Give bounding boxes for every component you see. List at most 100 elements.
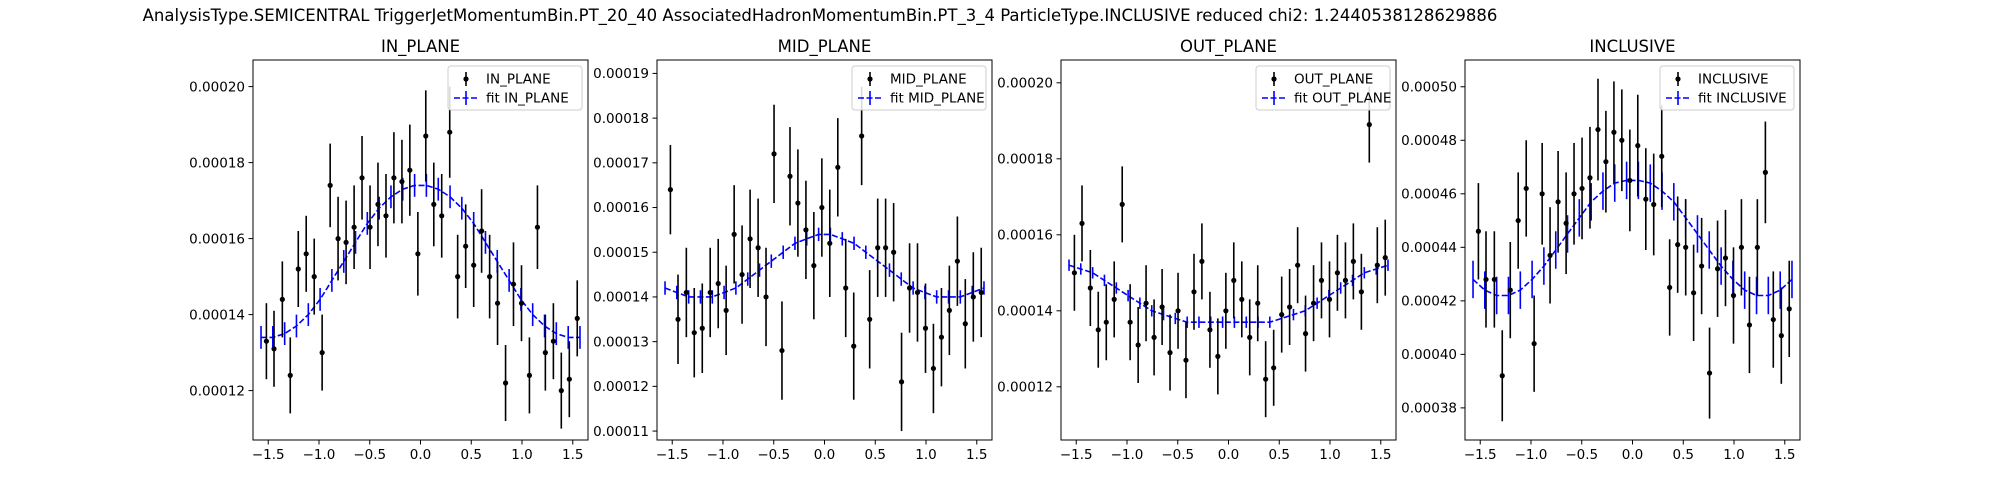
y-tick-label: 0.00018 [593,111,649,127]
data-point [1382,255,1388,261]
data-point [1699,263,1705,269]
data-point [415,251,421,257]
data-point [279,296,285,302]
data-point [1175,308,1181,314]
data-point [1103,319,1109,325]
y-tick-label: 0.00016 [593,200,649,216]
data-point [327,182,333,188]
data-point [479,228,485,234]
data-point [1722,255,1729,261]
data-point [1675,242,1681,248]
x-tick-label: 1.0 [915,447,936,463]
data-point [1374,262,1380,268]
y-tick-label: 0.00016 [189,231,245,247]
data-point [1302,331,1309,337]
data-point [779,347,785,354]
data-point [1770,316,1776,323]
data-point [359,175,365,181]
x-tick-label: 0.5 [865,447,886,463]
data-point [1199,258,1205,264]
data-point [1135,342,1141,348]
data-point [1071,270,1077,276]
y-tick-label: 0.00013 [593,334,649,350]
data-point [1738,244,1745,250]
legend: INCLUSIVE fit INCLUSIVE [1659,65,1795,111]
panel-title: INCLUSIVE [1589,37,1675,56]
chart-panel-2: MID_PLANE −1.5 −1.0 −0.5 0.0 0.5 1.0 1.5 0.00011… [593,37,993,463]
data-point [1475,228,1481,234]
data-point [1326,296,1333,302]
data-point [391,175,397,181]
x-tick-label: 0.0 [1218,447,1239,463]
y-tick-label: 0.00016 [997,228,1053,244]
data-point [1683,244,1689,250]
x-tick-label: 1.5 [1774,447,1795,463]
data-point [667,187,674,193]
data-point [1571,191,1577,197]
data-point [787,173,793,179]
data-point [978,289,984,296]
data-point [407,167,413,173]
x-tick-label: 1.5 [966,447,987,463]
data-point [1587,175,1593,181]
data-point [550,338,556,344]
data-point [1595,126,1601,133]
data-point [1619,137,1625,143]
data-point [1627,177,1633,184]
data-point [1531,341,1537,347]
data-point [1523,185,1529,192]
data-point [1651,201,1657,208]
data-point [1515,217,1521,224]
data-point [574,315,580,321]
data-point [867,316,873,322]
legend-label: INCLUSIVE [1698,72,1769,88]
data-point [1691,290,1697,296]
data-point [494,300,501,306]
data-point [859,133,865,139]
data-point [1167,350,1173,356]
data-point [683,289,689,296]
legend-box [1255,65,1391,111]
legend-box [447,65,583,111]
x-tick-label: −0.5 [353,447,386,463]
data-point [1295,262,1301,268]
x-tick-label: 1.5 [1370,447,1391,463]
data-point [954,258,960,264]
y-tick-label: 0.00019 [593,66,649,82]
data-point [1287,304,1293,310]
data-point [1223,308,1229,314]
y-tick-label: 0.00020 [189,79,245,95]
x-tick-label: −1.5 [1464,447,1497,463]
data-point [723,307,729,313]
data-point [819,204,825,211]
y-tick-label: 0.00020 [997,76,1053,92]
y-tick-label: 0.00017 [593,156,649,172]
data-point [287,372,293,378]
data-point [811,263,817,269]
x-tick-label: 0.5 [1269,447,1290,463]
data-point [502,380,509,386]
panel-title: IN_PLANE [381,37,460,57]
x-tick-label: −1.5 [252,447,285,463]
panel-title: OUT_PLANE [1180,37,1277,57]
data-point [1143,300,1149,306]
data-point [311,274,317,280]
data-point [1643,196,1649,202]
data-point [1714,266,1721,272]
data-point [1119,201,1125,207]
data-point [1358,289,1364,295]
data-point [699,325,705,331]
fit-line [664,233,985,298]
figure-title: AnalysisType.SEMICENTRAL TriggerJetMomen… [142,6,1498,25]
y-tick-label: 0.00044 [1401,240,1457,256]
data-point [1483,276,1489,283]
y-tick-label: 0.00018 [189,155,245,171]
data-point [883,245,889,251]
legend-label: fit IN_PLANE [486,91,569,107]
data-point [526,372,533,378]
data-point [771,151,777,157]
y-tick-label: 0.00012 [189,383,245,399]
data-point [1350,258,1356,264]
